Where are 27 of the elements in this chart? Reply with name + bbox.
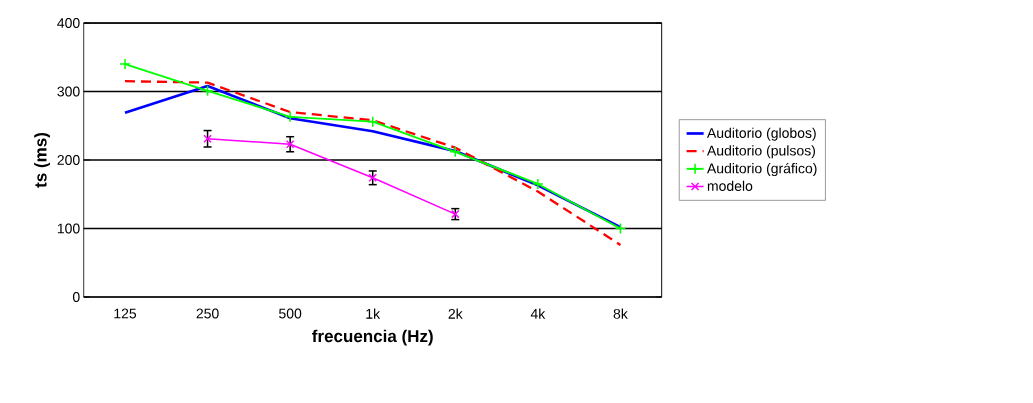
point bbox=[366, 115, 379, 128]
x-tick-label: 4k bbox=[530, 308, 546, 319]
x-tick-label: 250 bbox=[196, 308, 219, 319]
x-axis-title: frecuencia (Hz) bbox=[312, 329, 433, 346]
point bbox=[449, 146, 462, 158]
x-tick-label: 2k bbox=[448, 308, 463, 319]
point bbox=[285, 139, 295, 149]
legend-label: Auditorio (pulsos) bbox=[706, 145, 815, 159]
y-tick-label: 400 bbox=[57, 18, 80, 28]
y-tick-label: 100 bbox=[57, 223, 80, 234]
point bbox=[201, 85, 214, 97]
legend-label: Auditorio (globos) bbox=[706, 127, 816, 141]
x-tick-label: 1k bbox=[366, 308, 381, 319]
y-tick-label: 0 bbox=[72, 292, 80, 302]
point bbox=[532, 178, 544, 190]
legend-label: modelo bbox=[707, 180, 753, 191]
x-tick-label: 500 bbox=[279, 308, 302, 319]
y-tick-label: 300 bbox=[57, 86, 80, 97]
point bbox=[203, 134, 212, 144]
point bbox=[284, 111, 296, 123]
point bbox=[119, 58, 131, 70]
y-axis-title: ts (ms) bbox=[34, 133, 50, 188]
legend-label: Auditorio (gráfico) bbox=[706, 162, 817, 177]
x-tick-label: 8k bbox=[613, 308, 628, 319]
x-tick-label: 125 bbox=[114, 308, 137, 319]
point bbox=[614, 222, 627, 235]
y-tick-label: 200 bbox=[57, 155, 80, 165]
